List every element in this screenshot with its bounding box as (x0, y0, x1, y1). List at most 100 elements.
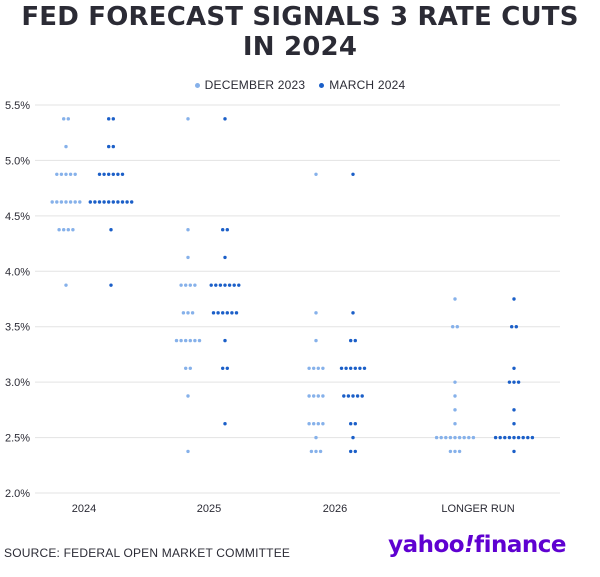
dot-march-2024 (342, 394, 346, 398)
dot-march-2024 (130, 200, 134, 204)
dot-december-2023 (462, 435, 466, 440)
dot-december-2023 (453, 380, 457, 384)
dot-december-2023 (186, 228, 190, 232)
dot-december-2023 (448, 435, 453, 440)
dot-march-2024 (109, 283, 113, 287)
dot-december-2023 (314, 172, 318, 176)
dot-march-2024 (512, 449, 516, 454)
dot-march-2024 (218, 283, 223, 287)
dot-december-2023 (312, 422, 316, 426)
dot-december-2023 (455, 325, 459, 329)
dot-march-2024 (514, 325, 518, 329)
dot-march-2024 (358, 366, 362, 370)
dot-march-2024 (102, 200, 106, 204)
dot-december-2023 (73, 200, 77, 204)
y-tick-label: 3.0% (5, 377, 30, 389)
chart-legend: DECEMBER 2023 MARCH 2024 (0, 78, 600, 92)
legend-dot-december (194, 82, 200, 88)
dot-march-2024 (107, 117, 111, 121)
dot-march-2024 (349, 422, 353, 426)
dot-december-2023 (186, 394, 190, 398)
dot-december-2023 (59, 200, 64, 204)
dot-december-2023 (314, 311, 318, 315)
dot-december-2023 (316, 394, 320, 398)
dot-december-2023 (174, 338, 179, 343)
y-tick-label: 3.5% (5, 322, 30, 334)
dot-december-2023 (66, 228, 71, 232)
dot-march-2024 (530, 435, 535, 440)
y-tick-label: 5.0% (5, 155, 30, 167)
dot-march-2024 (120, 172, 125, 176)
dot-march-2024 (116, 172, 120, 176)
dot-march-2024 (111, 200, 116, 204)
dot-march-2024 (507, 435, 512, 440)
dot-march-2024 (223, 338, 227, 343)
dot-march-2024 (493, 435, 498, 440)
logo-yahoo: yahoo (388, 532, 465, 558)
dot-march-2024 (216, 311, 220, 315)
dot-march-2024 (351, 435, 355, 440)
dot-march-2024 (349, 338, 353, 343)
dot-december-2023 (50, 200, 54, 204)
dot-december-2023 (186, 311, 190, 315)
yahoo-finance-logo: yahoo!finance (388, 532, 566, 558)
dot-march-2024 (512, 422, 516, 426)
dot-march-2024 (227, 283, 232, 287)
dot-march-2024 (209, 283, 213, 287)
dot-december-2023 (57, 228, 61, 232)
dot-december-2023 (64, 144, 68, 149)
dot-march-2024 (221, 228, 225, 232)
dot-march-2024 (512, 297, 516, 301)
dot-december-2023 (453, 408, 457, 412)
dot-march-2024 (111, 117, 116, 121)
dot-december-2023 (62, 228, 66, 232)
dot-march-2024 (353, 449, 357, 454)
dot-december-2023 (190, 311, 195, 315)
dot-march-2024 (510, 325, 514, 329)
y-tick-label: 2.0% (5, 488, 30, 500)
dot-march-2024 (346, 394, 351, 398)
dot-december-2023 (193, 283, 197, 287)
logo-finance: finance (474, 532, 566, 558)
dot-december-2023 (448, 449, 453, 454)
dot-december-2023 (186, 449, 190, 454)
dot-december-2023 (307, 422, 311, 426)
legend-dot-march (319, 82, 325, 88)
dot-december-2023 (316, 422, 320, 426)
dot-march-2024 (111, 144, 116, 149)
dot-march-2024 (225, 311, 229, 315)
dot-december-2023 (439, 435, 443, 440)
dot-december-2023 (68, 200, 73, 204)
dot-december-2023 (78, 200, 82, 204)
dot-december-2023 (181, 311, 186, 315)
dot-march-2024 (223, 422, 227, 426)
x-tick-label: 2024 (72, 503, 96, 515)
dot-december-2023 (314, 338, 318, 343)
dot-march-2024 (230, 311, 234, 315)
dot-december-2023 (186, 255, 190, 260)
dot-december-2023 (179, 283, 183, 287)
dot-december-2023 (434, 435, 439, 440)
dot-march-2024 (221, 311, 225, 315)
y-tick-label: 2.5% (5, 433, 30, 445)
dot-march-2024 (225, 228, 229, 232)
legend-label-march: MARCH 2024 (329, 78, 406, 92)
dot-december-2023 (59, 172, 64, 176)
source-note: SOURCE: FEDERAL OPEN MARKET COMMITTEE (4, 546, 291, 560)
dot-december-2023 (62, 117, 66, 121)
dot-march-2024 (516, 435, 521, 440)
dot-march-2024 (351, 311, 355, 315)
dot-december-2023 (309, 449, 314, 454)
dot-march-2024 (221, 366, 225, 370)
dot-march-2024 (93, 200, 97, 204)
dot-march-2024 (88, 200, 93, 204)
dot-december-2023 (184, 338, 188, 343)
y-tick-label: 5.5% (5, 100, 30, 112)
logo-bang: ! (464, 532, 475, 558)
dot-march-2024 (125, 200, 129, 204)
dot-december-2023 (307, 366, 311, 370)
dot-december-2023 (193, 338, 197, 343)
legend-item-december: DECEMBER 2023 (194, 78, 306, 92)
chart-title-line-2: IN 2024 (242, 32, 358, 62)
